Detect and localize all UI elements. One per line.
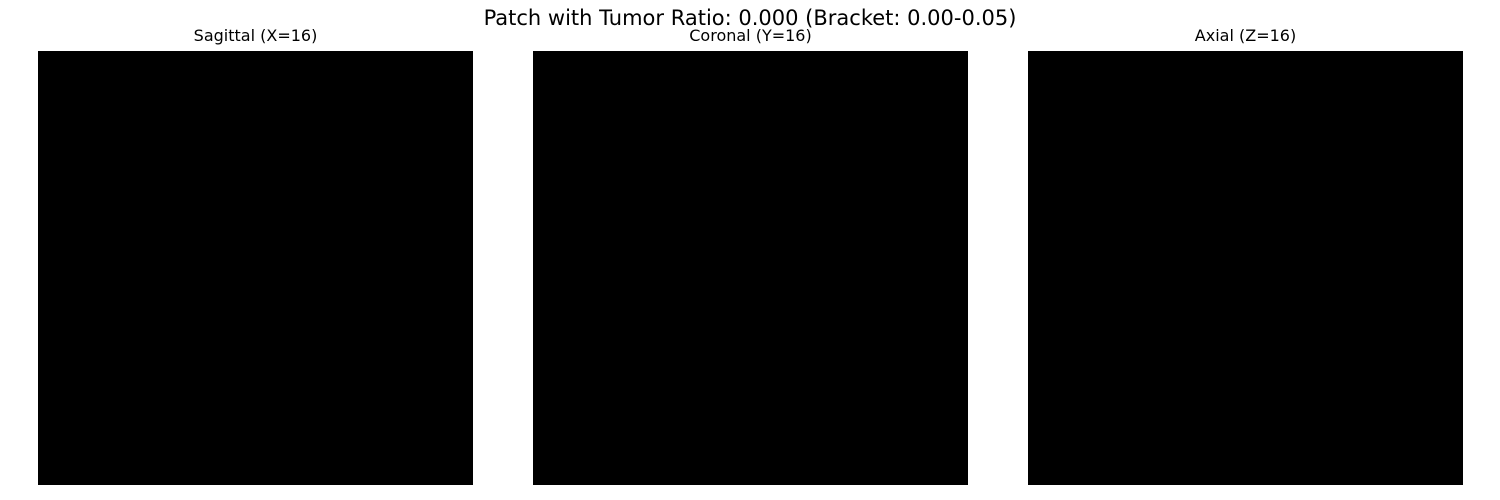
sagittal-panel: Sagittal (X=16) bbox=[38, 26, 473, 485]
coronal-title: Coronal (Y=16) bbox=[689, 26, 812, 45]
coronal-slice-image bbox=[533, 51, 968, 485]
sagittal-title: Sagittal (X=16) bbox=[193, 26, 318, 45]
figure-title: Patch with Tumor Ratio: 0.000 (Bracket: … bbox=[483, 6, 1017, 30]
axial-title: Axial (Z=16) bbox=[1194, 26, 1297, 45]
axial-panel: Axial (Z=16) bbox=[1028, 26, 1463, 485]
axial-slice-image bbox=[1028, 51, 1463, 485]
sagittal-slice-image bbox=[38, 51, 473, 485]
coronal-panel: Coronal (Y=16) bbox=[533, 26, 968, 485]
